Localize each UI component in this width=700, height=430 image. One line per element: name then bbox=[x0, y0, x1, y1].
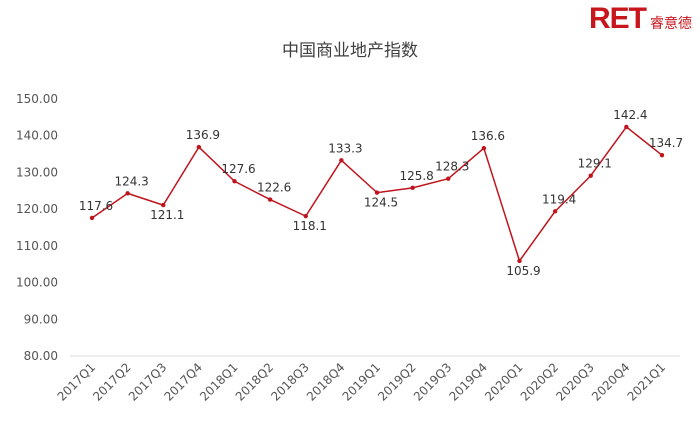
data-point bbox=[517, 258, 522, 264]
data-label: 124.5 bbox=[364, 196, 398, 210]
chart-title: 中国商业地产指数 bbox=[282, 41, 418, 61]
data-label: 133.3 bbox=[328, 141, 362, 155]
x-axis: 2017Q12017Q22017Q32017Q42018Q12018Q22018… bbox=[55, 355, 680, 404]
data-label: 125.8 bbox=[399, 169, 433, 183]
y-axis: 80.00 90.00 100.00 110.00 120.00 130.00 140.00… bbox=[16, 92, 58, 363]
brand-mark: RET bbox=[589, 2, 647, 35]
x-tick-label: 2019Q2 bbox=[375, 360, 419, 404]
data-label: 121.1 bbox=[150, 208, 184, 222]
data-point bbox=[89, 215, 95, 221]
data-label: 129.1 bbox=[578, 157, 612, 171]
data-point bbox=[552, 209, 558, 214]
data-point bbox=[125, 191, 130, 196]
x-tick-label: 2021Q1 bbox=[625, 360, 669, 404]
data-point bbox=[339, 158, 344, 163]
data-label: 127.6 bbox=[221, 162, 255, 176]
x-tick-label: 2017Q1 bbox=[55, 360, 99, 404]
series-line bbox=[89, 124, 665, 264]
y-tick-label: 140.00 bbox=[16, 129, 58, 143]
data-label: 122.6 bbox=[257, 181, 291, 195]
data-point bbox=[624, 124, 629, 130]
data-label: 142.4 bbox=[613, 108, 647, 122]
data-label: 119.4 bbox=[542, 192, 576, 206]
y-tick-label: 90.00 bbox=[24, 312, 58, 326]
x-tick-label: 2020Q3 bbox=[553, 360, 597, 404]
data-label: 105.9 bbox=[506, 264, 540, 278]
x-tick-label: 2017Q3 bbox=[126, 360, 170, 404]
data-label: 136.9 bbox=[186, 128, 220, 142]
y-tick-label: 110.00 bbox=[16, 239, 58, 253]
data-point bbox=[588, 173, 593, 178]
data-label: 118.1 bbox=[293, 219, 327, 233]
y-tick-label: 100.00 bbox=[16, 276, 58, 290]
x-tick-label: 2018Q4 bbox=[304, 360, 348, 404]
x-tick-label: 2018Q2 bbox=[233, 360, 277, 404]
data-point bbox=[303, 213, 308, 219]
data-point bbox=[659, 152, 665, 158]
data-point bbox=[232, 179, 237, 184]
x-tick-label: 2019Q4 bbox=[446, 360, 490, 404]
x-tick-label: 2019Q3 bbox=[411, 360, 455, 404]
y-tick-label: 150.00 bbox=[16, 92, 58, 106]
data-point bbox=[196, 144, 202, 150]
data-label: 128.3 bbox=[435, 160, 469, 174]
x-tick-label: 2019Q1 bbox=[340, 360, 384, 404]
x-tick-label: 2020Q4 bbox=[589, 360, 633, 404]
data-point bbox=[161, 202, 166, 208]
x-tick-label: 2020Q2 bbox=[518, 360, 562, 404]
data-point bbox=[267, 197, 273, 202]
data-label: 124.3 bbox=[114, 174, 148, 188]
x-tick-label: 2017Q2 bbox=[90, 360, 134, 404]
data-point bbox=[410, 185, 415, 191]
y-tick-label: 130.00 bbox=[16, 165, 58, 179]
x-tick-label: 2018Q3 bbox=[268, 360, 312, 404]
data-label: 117.6 bbox=[79, 199, 113, 213]
data-point bbox=[374, 190, 380, 195]
y-tick-label: 120.00 bbox=[16, 202, 58, 216]
x-tick-label: 2018Q1 bbox=[197, 360, 241, 404]
y-tick-label: 80.00 bbox=[24, 349, 58, 363]
data-point bbox=[481, 145, 487, 151]
data-label: 134.7 bbox=[649, 136, 683, 150]
brand-logo: RET 睿意德 bbox=[589, 2, 692, 36]
x-tick-label: 2020Q1 bbox=[482, 360, 526, 404]
brand-name: 睿意德 bbox=[650, 16, 692, 32]
data-label: 136.6 bbox=[471, 129, 505, 143]
x-tick-label: 2017Q4 bbox=[161, 360, 205, 404]
data-point bbox=[446, 176, 451, 181]
